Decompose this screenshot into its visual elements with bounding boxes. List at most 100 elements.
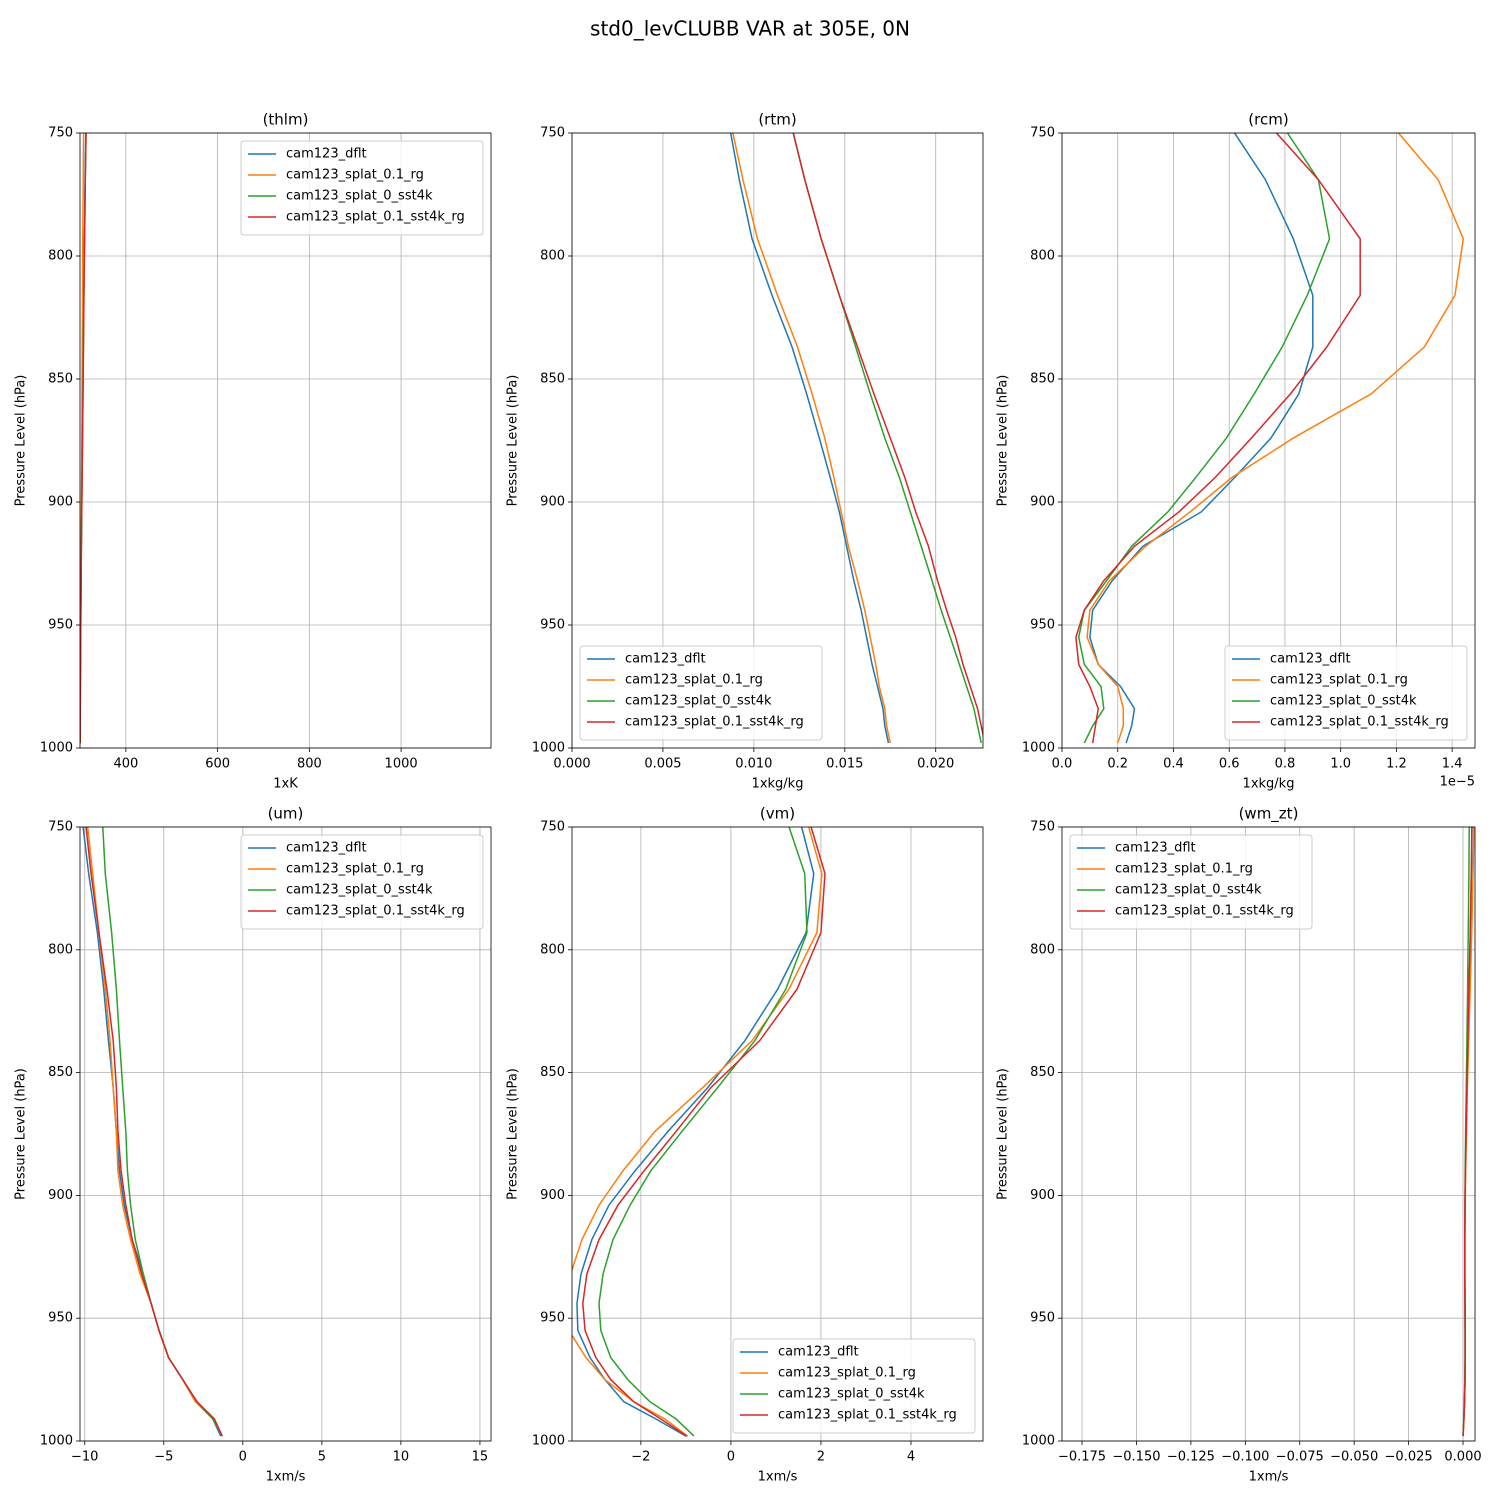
y-tick-label: 1000 [1022, 741, 1055, 756]
legend-box [579, 645, 823, 741]
x-tick-label: 1.2 [1386, 757, 1407, 772]
legend-label: cam123_dflt [1115, 841, 1196, 856]
x-tick-label: 800 [297, 757, 322, 772]
series-line [729, 133, 890, 744]
legend-label: cam123_splat_0.1_rg [286, 862, 424, 877]
x-tick-label: 0 [239, 1450, 247, 1465]
legend-label: cam123_splat_0_sst4k [286, 883, 433, 898]
y-tick-label: 750 [48, 126, 73, 141]
y-tick-label: 850 [1030, 1065, 1055, 1080]
y-tick-label: 1000 [40, 741, 73, 756]
y-tick-label: 900 [48, 495, 73, 510]
y-tick-label: 950 [48, 1311, 73, 1326]
x-tick-label: 0 [727, 1450, 735, 1465]
x-tick-label: 400 [113, 757, 138, 772]
y-tick-label: 800 [48, 249, 73, 264]
subplot-title: (vm) [760, 805, 795, 823]
y-tick-label: 1000 [532, 741, 565, 756]
y-tick-label: 800 [1030, 942, 1055, 957]
y-tick-label: 950 [1030, 618, 1055, 633]
y-tick-label: 950 [48, 618, 73, 633]
y-tick-label: 850 [48, 1065, 73, 1080]
legend-label: cam123_splat_0.1_sst4k_rg [625, 715, 804, 730]
x-tick-label: 0.010 [735, 757, 772, 772]
y-tick-label: 1000 [532, 1434, 565, 1449]
legend-label: cam123_dflt [1270, 652, 1351, 667]
x-tick-label: 0.020 [917, 757, 954, 772]
legend: cam123_dflt cam123_splat_0.1_rg cam123_spl… [579, 645, 823, 741]
legend-label: cam123_splat_0.1_rg [625, 673, 763, 688]
legend-label: cam123_dflt [286, 147, 367, 162]
y-tick-label: 750 [48, 820, 73, 835]
series-line [1077, 133, 1331, 744]
series-line [1075, 133, 1361, 744]
x-tick-label: −0.025 [1385, 1450, 1433, 1465]
y-tick-label: 850 [540, 372, 565, 387]
legend-label: cam123_splat_0.1_rg [1115, 862, 1253, 877]
x-tick-label: −0.175 [1058, 1450, 1106, 1465]
legend-label: cam123_dflt [286, 841, 367, 856]
series-line [572, 827, 823, 1437]
legend-box [732, 1338, 976, 1434]
y-tick-label: 950 [1030, 1311, 1055, 1326]
x-tick-label: 0.4 [1163, 757, 1184, 772]
y-tick-label: 1000 [1022, 1434, 1055, 1449]
legend-label: cam123_splat_0.1_rg [778, 1366, 916, 1381]
y-tick-label: 750 [1030, 820, 1055, 835]
legend-box [1224, 645, 1468, 741]
legend-label: cam123_splat_0.1_sst4k_rg [1115, 904, 1294, 919]
y-axis-label: Pressure Level (hPa) [506, 1068, 521, 1200]
y-tick-label: 900 [540, 1188, 565, 1203]
plot-frame [571, 132, 984, 749]
series-line [732, 133, 891, 744]
y-tick-label: 800 [540, 249, 565, 264]
legend-box [1069, 834, 1313, 930]
y-tick-label: 850 [1030, 372, 1055, 387]
legend-label: cam123_splat_0_sst4k [286, 189, 433, 204]
subplot: 0.0 0.2 0.4 0.6 0.8 1.0 1.2 1.4 750 800 850 900 950 1… [996, 111, 1476, 792]
subplot-title: (um) [268, 805, 304, 823]
legend-label: cam123_splat_0.1_sst4k_rg [286, 904, 465, 919]
y-tick-label: 800 [1030, 249, 1055, 264]
series-line [1086, 133, 1465, 744]
legend-label: cam123_splat_0_sst4k [1115, 883, 1262, 898]
y-axis-label: Pressure Level (hPa) [996, 1068, 1011, 1200]
series-line [582, 827, 826, 1437]
subplot-title: (rcm) [1248, 111, 1288, 129]
x-tick-label: 0.0 [1052, 757, 1073, 772]
subplot: 400 600 800 1000 750 800 850 900 950 1000 (thlm) 1x… [14, 111, 492, 792]
x-tick-label: 1.0 [1330, 757, 1351, 772]
subplot: −10 −5 0 5 10 15 750 800 850 900 950 1000 (um) 1xm/s P… [14, 805, 492, 1485]
x-tick-label: −2 [631, 1450, 650, 1465]
y-tick-label: 950 [540, 1311, 565, 1326]
x-tick-label: 1.4 [1442, 757, 1463, 772]
subplot-title: (rtm) [758, 111, 796, 129]
y-tick-label: 750 [540, 820, 565, 835]
legend-label: cam123_splat_0.1_sst4k_rg [1270, 715, 1449, 730]
y-tick-label: 900 [1030, 495, 1055, 510]
y-tick-label: 900 [540, 495, 565, 510]
y-tick-label: 800 [48, 942, 73, 957]
legend-box [240, 834, 484, 930]
y-tick-label: 900 [48, 1188, 73, 1203]
x-tick-label: 10 [393, 1450, 410, 1465]
legend: cam123_dflt cam123_splat_0.1_rg cam123_spl… [240, 834, 484, 930]
legend-label: cam123_splat_0.1_rg [1270, 673, 1408, 688]
x-tick-label: −0.050 [1330, 1450, 1378, 1465]
series-line [1462, 827, 1473, 1437]
y-axis-label: Pressure Level (hPa) [14, 375, 29, 507]
y-axis-label: Pressure Level (hPa) [14, 1068, 29, 1200]
subplot: −2 0 2 4 750 800 850 900 950 1000 (vm) 1xm/s Pressur… [506, 805, 984, 1485]
x-tick-label: 0.015 [826, 757, 863, 772]
x-tick-label: 4 [907, 1450, 915, 1465]
x-tick-label: −0.075 [1276, 1450, 1324, 1465]
x-axis-label: 1xK [273, 777, 298, 792]
y-axis-label: Pressure Level (hPa) [506, 375, 521, 507]
y-tick-label: 1000 [40, 1434, 73, 1449]
legend: cam123_dflt cam123_splat_0.1_rg cam123_spl… [240, 140, 484, 236]
legend-label: cam123_splat_0_sst4k [1270, 694, 1417, 709]
y-tick-label: 850 [540, 1065, 565, 1080]
plot-frame [1061, 132, 1476, 749]
